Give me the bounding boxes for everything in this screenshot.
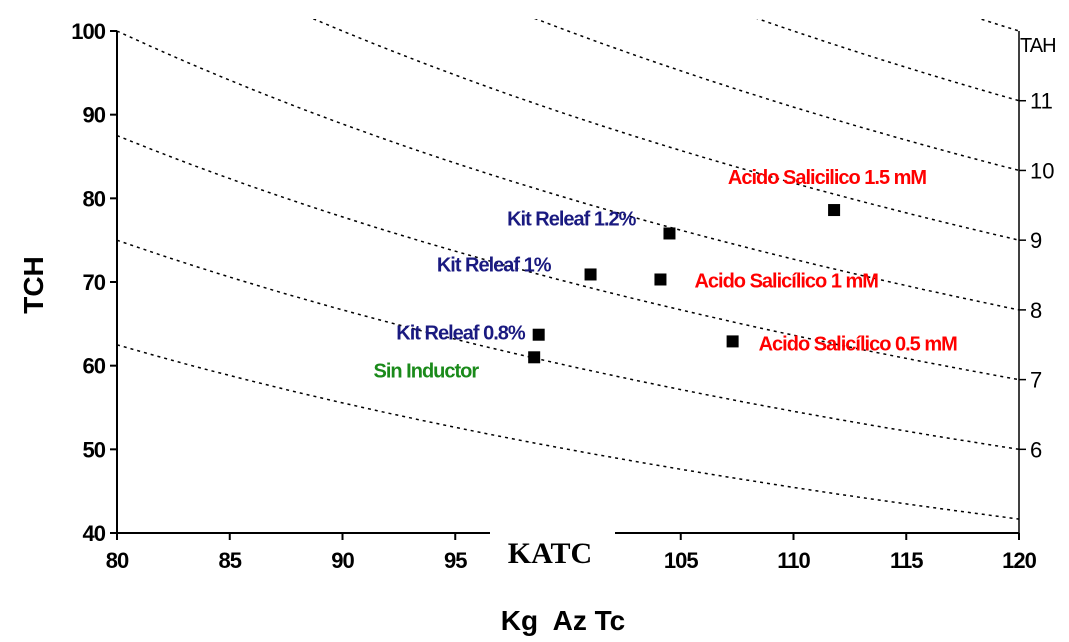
x-tick-label: 80	[106, 548, 129, 573]
data-point-label: Sin Inductor	[374, 360, 480, 382]
x-tick-label: 105	[664, 548, 698, 573]
y-tick-label: 80	[83, 186, 106, 211]
isoline	[756, 19, 1019, 102]
isolines	[117, 19, 1019, 520]
data-point-label: Kit Releaf 0.8%	[396, 323, 526, 345]
x-tick-label: 90	[331, 548, 354, 573]
y-axis-title: TCH	[18, 256, 49, 314]
isoline	[311, 19, 1019, 241]
right-axis-title: TAH	[1020, 35, 1056, 57]
data-point-marker	[654, 273, 667, 286]
data-point-label: Acido Salicílico 0.5 mM	[759, 333, 958, 355]
x-tick-label: 85	[219, 548, 242, 573]
isoline	[117, 30, 1019, 311]
y-tick-label: 70	[83, 270, 106, 295]
data-point-marker	[828, 204, 841, 217]
right-tick-label: 6	[1030, 437, 1042, 462]
right-tick-label: 7	[1030, 368, 1042, 393]
axes: 80 85 90 95 105 110 115 120 40 50 60 70 80 90 100 11 10 9…	[71, 19, 1054, 573]
data-point-label: Kit Releaf 1%	[437, 254, 552, 276]
isoline	[978, 19, 1019, 32]
right-tick-label: 10	[1030, 158, 1054, 183]
data-point-marker	[726, 335, 739, 348]
x-tick-label: 120	[1002, 548, 1036, 573]
y-tick-label: 50	[83, 437, 106, 462]
data-point-label: Acido Salicilico 1.5 mM	[728, 167, 927, 189]
data-point-label: Kit Releaf 1.2%	[507, 208, 637, 230]
isoline	[533, 19, 1019, 172]
right-tick-label: 9	[1030, 228, 1042, 253]
x-tick-label: 95	[444, 548, 467, 573]
right-tick-label: 8	[1030, 298, 1042, 323]
data-points	[528, 204, 841, 364]
point-labels: Sin Inductor Kit Releaf 0.8% Kit Releaf 1%…	[374, 167, 959, 382]
data-point-marker	[528, 351, 541, 364]
x-tick-label: 110	[777, 548, 810, 573]
y-tick-label: 90	[83, 103, 106, 128]
overlay-label: KATC	[508, 537, 592, 570]
data-point-label: Acido Salicílico 1 mM	[694, 270, 878, 292]
right-tick-label: 11	[1030, 89, 1053, 114]
isoline	[117, 344, 1019, 520]
data-point-marker	[584, 268, 597, 281]
y-tick-label: 60	[83, 354, 106, 379]
katc-overlay-box	[490, 520, 615, 582]
y-tick-label: 40	[83, 521, 106, 546]
data-point-marker	[532, 328, 545, 341]
x-axis-title: Kg Az Tc	[501, 605, 625, 636]
x-tick-label: 115	[890, 548, 923, 573]
data-point-marker	[663, 227, 676, 240]
y-tick-label: 100	[71, 19, 105, 44]
